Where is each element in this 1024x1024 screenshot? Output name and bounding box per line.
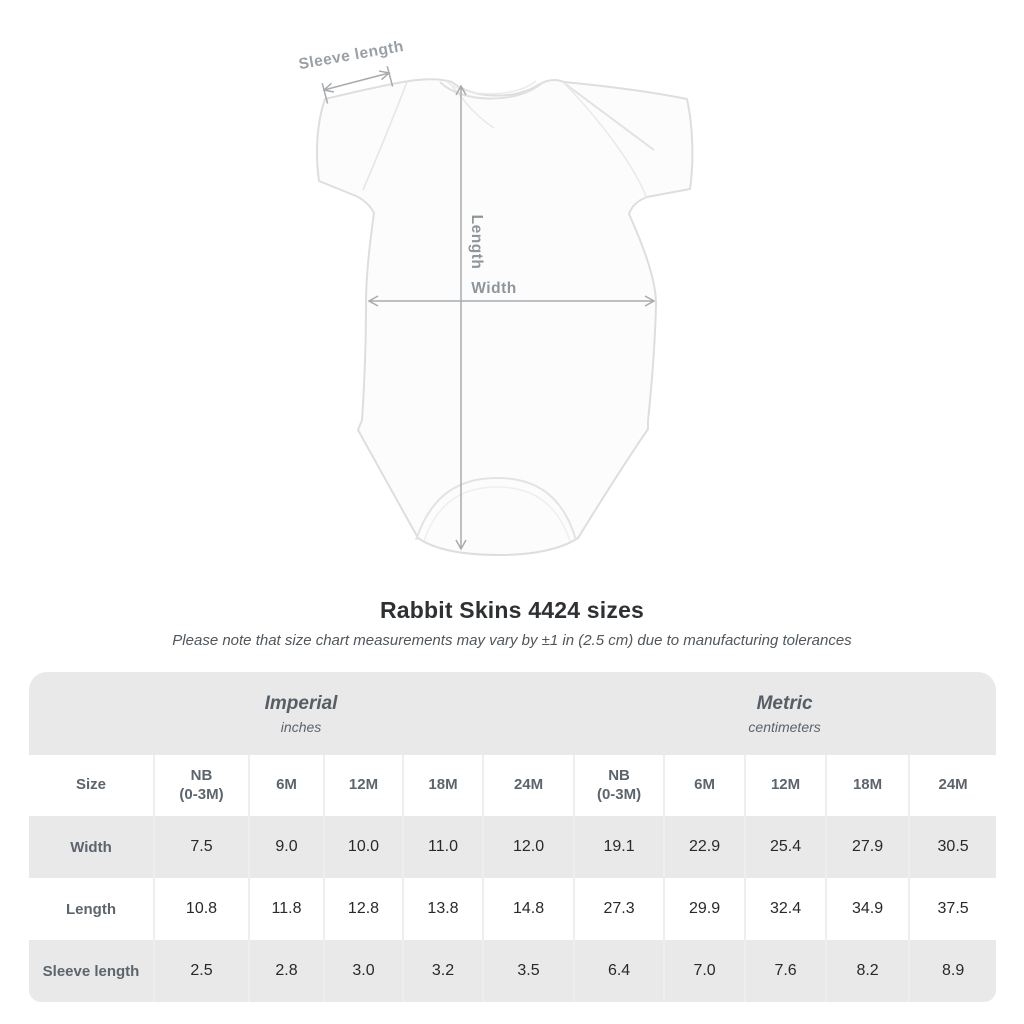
value-cell: 10.0 xyxy=(323,816,402,878)
value-cell: 8.9 xyxy=(908,940,997,1002)
unit-group-row: Imperial inches Metric centimeters xyxy=(29,672,997,755)
col-header: 18M xyxy=(825,755,909,816)
col-header: 24M xyxy=(482,755,574,816)
value-cell: 14.8 xyxy=(482,878,574,940)
value-cell: 19.1 xyxy=(573,816,664,878)
table-row-sleeve-length: Sleeve length 2.5 2.8 3.0 3.2 3.5 6.4 7.… xyxy=(29,940,997,1002)
row-label: Sleeve length xyxy=(29,940,153,1002)
size-header-row: Size NB (0-3M) 6M 12M 18M 24M NB (0-3M) … xyxy=(29,755,997,816)
length-label: Length xyxy=(468,215,485,270)
col-header: 18M xyxy=(402,755,482,816)
value-cell: 7.5 xyxy=(153,816,248,878)
left-sleeve-seam xyxy=(362,81,408,191)
snap-flap-seam xyxy=(415,476,577,541)
value-cell: 3.5 xyxy=(482,940,574,1002)
value-cell: 2.8 xyxy=(248,940,323,1002)
value-cell: 12.0 xyxy=(482,816,574,878)
onesie-outline xyxy=(316,78,694,556)
size-table: Imperial inches Metric centimeters Size … xyxy=(29,672,997,1002)
value-cell: 9.0 xyxy=(248,816,323,878)
imperial-label: Imperial xyxy=(264,692,338,714)
sleeve-length-label: Sleeve length xyxy=(297,40,405,73)
value-cell: 8.2 xyxy=(825,940,909,1002)
table-row-length: Length 10.8 11.8 12.8 13.8 14.8 27.3 29.… xyxy=(29,878,997,940)
value-cell: 30.5 xyxy=(908,816,997,878)
value-cell: 34.9 xyxy=(825,878,909,940)
value-cell: 27.3 xyxy=(573,878,664,940)
col-header: 12M xyxy=(744,755,826,816)
length-arrow xyxy=(455,84,467,551)
size-header: Size xyxy=(29,755,153,816)
value-cell: 11.0 xyxy=(402,816,482,878)
value-cell: 29.9 xyxy=(663,878,745,940)
width-label: Width xyxy=(471,280,516,297)
onesie-illustration: Sleeve length Length Width xyxy=(297,40,694,556)
row-label: Length xyxy=(29,878,153,940)
right-sleeve-seam xyxy=(563,82,647,197)
value-cell: 25.4 xyxy=(744,816,826,878)
neckband-outer xyxy=(439,81,543,100)
col-header: NB (0-3M) xyxy=(573,755,664,816)
imperial-group-header: Imperial inches xyxy=(29,672,574,755)
value-cell: 22.9 xyxy=(663,816,745,878)
value-cell: 2.5 xyxy=(153,940,248,1002)
value-cell: 12.8 xyxy=(323,878,402,940)
value-cell: 6.4 xyxy=(573,940,664,1002)
value-cell: 10.8 xyxy=(153,878,248,940)
value-cell: 32.4 xyxy=(744,878,826,940)
value-cell: 7.6 xyxy=(744,940,826,1002)
row-label: Width xyxy=(29,816,153,878)
neckband-inner xyxy=(445,80,537,95)
left-envelope-fold xyxy=(449,82,495,129)
imperial-unit: inches xyxy=(280,718,322,735)
page-subtitle: Please note that size chart measurements… xyxy=(172,632,852,649)
value-cell: 13.8 xyxy=(402,878,482,940)
sleeve-length-arrow xyxy=(321,66,394,104)
metric-label: Metric xyxy=(756,692,813,714)
value-cell: 11.8 xyxy=(248,878,323,940)
value-cell: 27.9 xyxy=(825,816,909,878)
garment-diagram: Sleeve length Length Width xyxy=(297,40,694,556)
value-cell: 3.2 xyxy=(402,940,482,1002)
col-header: 6M xyxy=(663,755,745,816)
title-block: Rabbit Skins 4424 sizes Please note that… xyxy=(0,597,1024,649)
col-header: 12M xyxy=(323,755,402,816)
width-arrow xyxy=(367,295,656,307)
value-cell: 37.5 xyxy=(908,878,997,940)
value-cell: 3.0 xyxy=(323,940,402,1002)
col-header: 24M xyxy=(908,755,997,816)
col-header: 6M xyxy=(248,755,323,816)
metric-group-header: Metric centimeters xyxy=(573,672,997,755)
metric-unit: centimeters xyxy=(748,718,821,735)
snap-flap-binding xyxy=(423,486,571,542)
table-row-width: Width 7.5 9.0 10.0 11.0 12.0 19.1 22.9 2… xyxy=(29,816,997,878)
right-envelope-fold xyxy=(563,82,655,151)
value-cell: 7.0 xyxy=(663,940,745,1002)
page-title: Rabbit Skins 4424 sizes xyxy=(379,597,645,623)
col-header: NB (0-3M) xyxy=(153,755,248,816)
